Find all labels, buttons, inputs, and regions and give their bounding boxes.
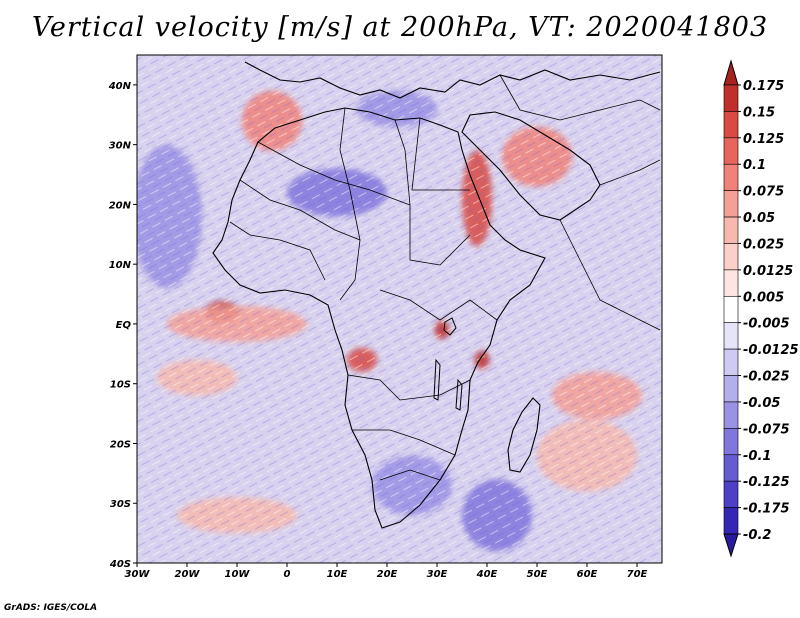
colorbar-swatch xyxy=(723,454,739,482)
lon-tick-label: 60E xyxy=(577,569,598,580)
streak-texture xyxy=(137,55,662,563)
colorbar-label: 0.075 xyxy=(743,185,784,200)
lat-tick-label: 10S xyxy=(110,380,131,391)
grads-credit: GrADS: IGES/COLA xyxy=(4,603,98,613)
colorbar-label: 0.15 xyxy=(743,105,775,120)
colorbar-swatch xyxy=(723,137,739,165)
longitude-labels: 30W 20W 10W 0 10E 20E 30E 40E 50E 60E 70E xyxy=(125,569,648,580)
lon-tick-label: 10W xyxy=(225,569,251,580)
colorbar-swatch xyxy=(723,269,739,297)
colorbar-swatch xyxy=(723,163,739,191)
lon-tick-label: 10E xyxy=(327,569,348,580)
colorbar: 0.175 0.15 0.125 0.1 0.075 0.05 0.025 0.0125 0.0… xyxy=(723,59,799,558)
colorbar-swatch xyxy=(723,84,739,112)
map-title: Vertical velocity [m/s] at 200hPa, VT: 2… xyxy=(31,12,769,43)
lon-tick-label: 70E xyxy=(627,569,648,580)
colorbar-label: -0.2 xyxy=(743,528,771,543)
colorbar-label: 0.1 xyxy=(743,158,766,173)
colorbar-label: 0.05 xyxy=(743,211,775,226)
colorbar-swatch xyxy=(723,322,739,350)
lon-tick-label: 30W xyxy=(125,569,151,580)
colorbar-label: 0.175 xyxy=(743,79,784,94)
colorbar-swatch xyxy=(723,111,739,139)
lon-tick-label: 20E xyxy=(377,569,398,580)
colorbar-label: -0.0125 xyxy=(743,343,799,358)
colorbar-swatch xyxy=(723,401,739,429)
colorbar-swatch xyxy=(723,348,739,376)
lon-tick-label: 30E xyxy=(427,569,448,580)
colorbar-swatch xyxy=(723,295,739,324)
colorbar-label: 0.0125 xyxy=(743,264,793,279)
map-frame xyxy=(136,54,663,564)
latitude-labels: 40N 30N 20N 10N EQ 10S 20S 30S 40S xyxy=(108,81,132,570)
colorbar-label: -0.125 xyxy=(743,475,790,490)
coastlines xyxy=(212,61,661,529)
lat-tick-label: 30S xyxy=(110,499,131,510)
colorbar-label: -0.025 xyxy=(743,370,790,385)
axis-ticks xyxy=(133,84,638,567)
colorbar-swatch xyxy=(723,243,739,271)
lat-tick-label: 20N xyxy=(109,200,132,211)
colorbar-label: -0.05 xyxy=(743,396,780,411)
lat-tick-label: 30N xyxy=(109,141,132,152)
colorbar-bottom-arrow xyxy=(723,533,739,558)
country-borders xyxy=(229,74,661,481)
lon-tick-label: 0 xyxy=(284,569,291,580)
colorbar-label: 0.005 xyxy=(743,290,784,305)
lat-tick-label: 40S xyxy=(109,559,131,570)
lon-tick-label: 20W xyxy=(175,569,201,580)
colorbar-swatch xyxy=(723,375,739,403)
colorbar-swatch xyxy=(723,480,739,508)
colorbar-top-arrow xyxy=(723,59,739,86)
colorbar-label: -0.175 xyxy=(743,502,790,517)
colorbar-swatch xyxy=(723,428,739,456)
colorbar-label: -0.005 xyxy=(743,317,790,332)
colorbar-label: 0.125 xyxy=(743,132,784,147)
lake-outlines xyxy=(433,317,463,411)
madagascar-coastline xyxy=(507,397,541,473)
lon-tick-label: 50E xyxy=(527,569,548,580)
colorbar-swatch xyxy=(723,216,739,244)
map-plot-area xyxy=(137,55,662,563)
lat-tick-label: EQ xyxy=(116,320,132,331)
lat-tick-label: 10N xyxy=(109,260,132,271)
colorbar-swatch xyxy=(723,190,739,218)
colorbar-label: -0.1 xyxy=(743,449,771,464)
colorbar-label: 0.025 xyxy=(743,237,784,252)
lat-tick-label: 40N xyxy=(108,81,132,92)
europe-coastline xyxy=(244,61,661,99)
lon-tick-label: 40E xyxy=(476,569,498,580)
colorbar-label: -0.075 xyxy=(743,422,790,437)
lat-tick-label: 20S xyxy=(110,439,131,450)
colorbar-swatch xyxy=(723,507,739,535)
